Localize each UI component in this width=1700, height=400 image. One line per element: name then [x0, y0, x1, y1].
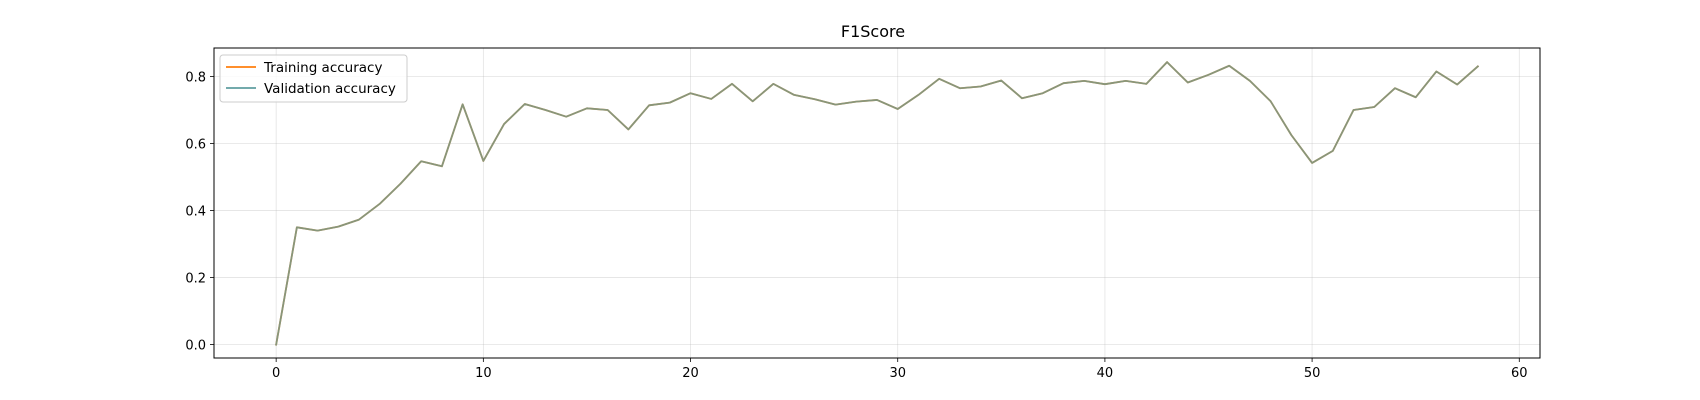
x-tick-label: 10: [475, 366, 492, 381]
y-tick-label: 0.2: [185, 272, 206, 287]
legend-label-validation: Validation accuracy: [264, 81, 396, 97]
chart-title: F1Score: [841, 22, 905, 41]
x-tick-label: 30: [889, 366, 906, 381]
y-tick-label: 0.4: [185, 205, 206, 220]
plot-area-frame: [213, 47, 1541, 359]
y-tick-label: 0.0: [185, 339, 206, 354]
x-tick-label: 60: [1511, 366, 1528, 381]
y-tick-label: 0.6: [185, 138, 206, 153]
x-tick-label: 50: [1304, 366, 1321, 381]
x-tick-label: 40: [1097, 366, 1114, 381]
series-line-training: [275, 61, 1480, 346]
legend-box: [219, 54, 408, 103]
x-tick-label: 0: [272, 366, 280, 381]
legend: Training accuracy Validation accuracy: [219, 54, 408, 103]
series-line-validation: [275, 61, 1480, 346]
y-tick-label: 0.8: [185, 70, 206, 85]
x-tick-label: 20: [682, 366, 699, 381]
axis-ticks: 0 10 20 30 40 50 60 0.0 0.2 0.4 0.6 0.8: [185, 70, 1527, 381]
grid-lines: [214, 48, 1540, 358]
legend-label-training: Training accuracy: [263, 60, 382, 76]
series-lines: [275, 61, 1480, 346]
